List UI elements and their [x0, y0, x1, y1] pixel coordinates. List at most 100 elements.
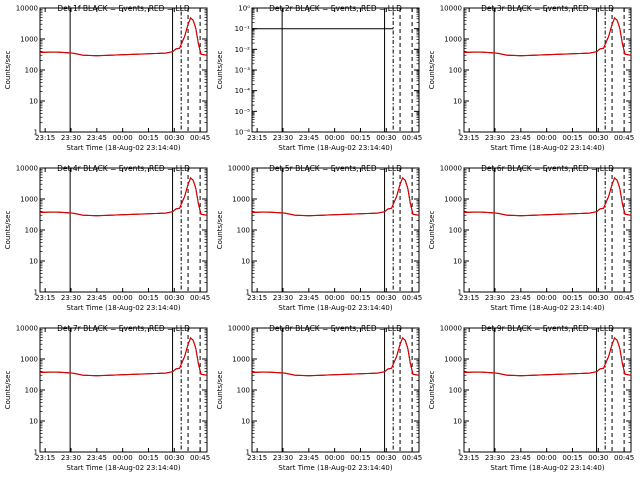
series-events — [39, 177, 208, 217]
series-events — [39, 337, 208, 377]
y-tick-label: 100 — [237, 387, 250, 395]
plot-frame — [39, 7, 208, 133]
x-tick-label: 23:30 — [485, 454, 505, 462]
x-tick-label: 23:45 — [299, 294, 319, 302]
chart-panel-4: Det 4r BLACK = Events, RED = LLD Counts/s… — [4, 164, 210, 312]
y-tick-label: 100 — [25, 227, 38, 235]
y-tick-label: 10000 — [16, 325, 38, 333]
y-tick-label: 1 — [246, 449, 250, 457]
y-tick-label: 100 — [25, 387, 38, 395]
x-tick-label: 00:15 — [562, 454, 582, 462]
x-tick-label: 00:30 — [164, 134, 184, 142]
series-lld — [251, 176, 420, 217]
x-tick-label: 23:30 — [61, 454, 81, 462]
x-tick-label: 00:00 — [113, 134, 133, 142]
x-tick-label: 23:15 — [247, 294, 267, 302]
y-tick-label: 10 — [29, 98, 38, 106]
x-tick-label: 23:15 — [459, 134, 479, 142]
x-tick-label: 23:30 — [273, 134, 293, 142]
panel-title: Det 5r BLACK = Events, RED = LLD — [269, 164, 402, 173]
y-axis-label: Counts/sec — [4, 371, 12, 410]
x-tick-label: 23:45 — [299, 454, 319, 462]
y-axis-label: Counts/sec — [216, 211, 224, 250]
x-tick-label: 00:30 — [376, 454, 396, 462]
y-tick-label: 10 — [453, 258, 462, 266]
series-events — [463, 177, 632, 217]
x-tick-label: 00:45 — [402, 454, 422, 462]
y-tick-label: 1 — [458, 289, 462, 297]
y-tick-label: 1000 — [444, 36, 462, 44]
y-tick-label: 10000 — [440, 165, 462, 173]
y-tick-label: 10000 — [16, 5, 38, 13]
x-tick-label: 00:30 — [376, 294, 396, 302]
x-tick-label: 00:45 — [190, 294, 210, 302]
y-tick-label: 100 — [449, 227, 462, 235]
x-tick-label: 23:45 — [511, 454, 531, 462]
x-tick-label: 23:15 — [459, 294, 479, 302]
x-tick-label: 00:15 — [138, 454, 158, 462]
x-tick-label: 23:45 — [511, 134, 531, 142]
x-tick-label: 23:15 — [247, 134, 267, 142]
x-tick-label: 00:00 — [325, 294, 345, 302]
chart-panel-5: Det 5r BLACK = Events, RED = LLD Counts/s… — [216, 164, 422, 312]
x-tick-label: 23:15 — [247, 454, 267, 462]
series-events — [251, 177, 420, 217]
x-axis-label: Start Time (18-Aug-02 23:14:40) — [490, 464, 604, 472]
chart-panel-8: Det 8r BLACK = Events, RED = LLD Counts/s… — [216, 324, 422, 472]
y-tick-label: 10 — [453, 418, 462, 426]
panel-title: Det 1f BLACK = Events, RED = LLD — [57, 4, 190, 13]
series-events — [463, 337, 632, 377]
x-tick-label: 00:15 — [138, 294, 158, 302]
x-tick-label: 23:30 — [61, 134, 81, 142]
y-tick-label: 10 — [241, 258, 250, 266]
x-tick-label: 00:00 — [113, 294, 133, 302]
series-lld — [39, 176, 208, 217]
x-tick-label: 00:00 — [325, 454, 345, 462]
panel-title: Det 9r BLACK = Events, RED = LLD — [481, 324, 614, 333]
x-axis-label: Start Time (18-Aug-02 23:14:40) — [490, 144, 604, 152]
x-tick-label: 00:15 — [350, 294, 370, 302]
y-tick-label: 10000 — [228, 325, 250, 333]
x-axis-label: Start Time (18-Aug-02 23:14:40) — [490, 304, 604, 312]
y-tick-label: 1 — [458, 449, 462, 457]
series-lld — [39, 336, 208, 377]
x-tick-label: 00:30 — [588, 454, 608, 462]
x-tick-label: 00:00 — [537, 134, 557, 142]
chart-panel-9: Det 9r BLACK = Events, RED = LLD Counts/s… — [428, 324, 634, 472]
y-tick-label: 100 — [449, 67, 462, 75]
x-tick-label: 00:45 — [614, 454, 634, 462]
y-tick-label: 10⁻⁶ — [235, 129, 251, 137]
y-tick-label: 10⁻⁴ — [235, 87, 251, 95]
x-tick-label: 23:45 — [299, 134, 319, 142]
panel-title: Det 6r BLACK = Events, RED = LLD — [481, 164, 614, 173]
series-lld — [463, 336, 632, 377]
x-tick-label: 23:30 — [61, 294, 81, 302]
chart-panel-1: Det 1f BLACK = Events, RED = LLD Counts/s… — [4, 4, 210, 152]
panel-title: Det 8r BLACK = Events, RED = LLD — [269, 324, 402, 333]
x-tick-label: 00:30 — [588, 134, 608, 142]
y-tick-label: 10 — [241, 418, 250, 426]
y-tick-label: 10⁻⁵ — [235, 108, 251, 116]
y-tick-label: 1000 — [444, 196, 462, 204]
series-lld — [39, 16, 208, 57]
plot-frame — [39, 327, 208, 453]
y-tick-label: 10⁰ — [238, 5, 250, 13]
y-tick-label: 100 — [449, 387, 462, 395]
y-tick-label: 1000 — [20, 356, 38, 364]
panel-title: Det 3r BLACK = Events, RED = LLD — [481, 4, 614, 13]
y-tick-label: 1 — [34, 449, 38, 457]
x-tick-label: 23:15 — [35, 294, 55, 302]
x-tick-label: 23:15 — [459, 454, 479, 462]
x-tick-label: 23:30 — [485, 134, 505, 142]
plot-frame — [251, 7, 420, 133]
x-tick-label: 00:15 — [138, 134, 158, 142]
y-tick-label: 1 — [246, 289, 250, 297]
plot-frame — [39, 167, 208, 293]
x-tick-label: 23:45 — [511, 294, 531, 302]
x-axis-label: Start Time (18-Aug-02 23:14:40) — [66, 464, 180, 472]
series-lld — [463, 16, 632, 57]
y-tick-label: 10⁻² — [235, 46, 251, 54]
chart-panel-7: Det 7r BLACK = Events, RED = LLD Counts/s… — [4, 324, 210, 472]
x-tick-label: 23:15 — [35, 134, 55, 142]
